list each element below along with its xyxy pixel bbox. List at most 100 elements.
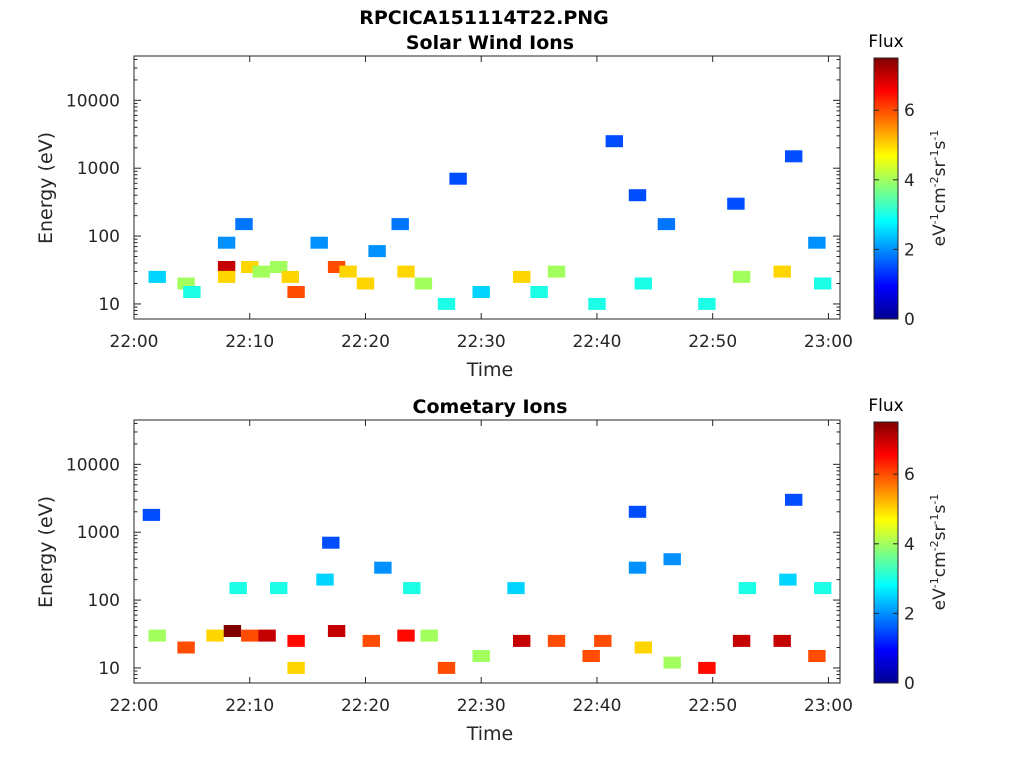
panel-cometary: Cometary Ions 22:00 22:10 22:20 22:30 22:40 2…: [35, 396, 950, 745]
figure-main-title: RPCICA151114T22.PNG: [359, 7, 609, 29]
spectrogram-cell: [414, 277, 433, 290]
spectrogram-cell: [316, 573, 334, 586]
spectrogram-cell: [148, 270, 166, 283]
spectrogram-cell: [281, 270, 299, 283]
y-tick-label: 100: [88, 591, 120, 611]
spectrogram-cell: [252, 265, 270, 278]
spectrogram-cell: [663, 553, 681, 566]
colorbar-tick-label: 0: [904, 310, 915, 330]
spectrogram-cell: [397, 629, 415, 642]
spectrogram-cell: [206, 629, 224, 642]
spectrogram-cell: [391, 218, 409, 231]
panel-solar-wind: Solar Wind Ions 22:00 22:10 22:20 22:30 22:4…: [35, 32, 950, 381]
spectrogram-cell: [437, 661, 456, 674]
spectrogram-cell: [177, 641, 195, 654]
colorbar-ticks: 0 2 4 6: [874, 465, 915, 694]
spectrogram-cell: [339, 265, 357, 278]
spectrogram-cell: [258, 629, 276, 642]
spectrogram-cell: [582, 650, 600, 662]
x-tick-label: 22:40: [572, 332, 621, 352]
panel-title: Solar Wind Ions: [406, 32, 574, 54]
spectrogram-cell: [732, 270, 751, 283]
spectrogram-cell: [594, 634, 612, 647]
colorbar-gradient: [873, 421, 899, 684]
spectrogram-cell: [229, 582, 247, 595]
x-tick-label: 23:00: [804, 696, 853, 716]
spectrogram-cell: [773, 265, 791, 278]
spectrogram-cell: [472, 286, 490, 298]
spectrogram-cell: [287, 634, 305, 647]
spectrogram-cell: [322, 536, 340, 549]
spectrogram-cell: [270, 582, 288, 595]
y-tick-label: 10000: [66, 455, 120, 475]
spectrogram-cell: [235, 218, 253, 231]
y-axis-label: Energy (eV): [35, 496, 57, 608]
colorbar-unit-label: eV-1cm-2sr-1s-1: [928, 494, 950, 611]
spectrogram-cells: [142, 493, 832, 674]
x-tick-label: 22:00: [110, 696, 159, 716]
spectrogram-cell: [472, 650, 490, 662]
spectrogram-cell: [588, 297, 606, 310]
spectrogram-cell: [327, 625, 346, 637]
spectrogram-cell: [507, 582, 525, 595]
spectrogram-cell: [698, 661, 716, 674]
colorbar-tick-label: 4: [904, 171, 915, 191]
spectrogram-cell: [785, 493, 803, 506]
spectrogram-cell: [547, 265, 566, 278]
spectrogram-cell: [449, 172, 467, 185]
spectrogram-cell: [727, 197, 745, 210]
spectrogram-cell: [513, 634, 531, 647]
spectrogram-cell: [779, 573, 797, 586]
colorbar-tick-label: 2: [904, 604, 915, 624]
x-axis-label: Time: [466, 723, 514, 745]
spectrogram-cell: [217, 261, 236, 273]
spectrogram-cell: [634, 641, 652, 654]
y-axis: 10 100 1000 10000: [66, 58, 840, 320]
spectrogram-cell: [437, 297, 456, 310]
colorbar-title: Flux: [868, 32, 903, 52]
x-tick-label: 22:00: [110, 332, 159, 352]
colorbar-tick-label: 4: [904, 535, 915, 555]
x-axis-label: Time: [466, 359, 514, 381]
spectrogram-cell: [773, 634, 791, 647]
spectrogram-cell: [628, 505, 647, 518]
colorbar-ticks: 0 2 4 6: [874, 101, 915, 330]
x-tick-label: 22:40: [572, 696, 621, 716]
y-tick-label: 10: [98, 295, 120, 315]
x-tick-label: 22:10: [225, 332, 274, 352]
y-axis: 10 100 1000 10000: [66, 422, 840, 684]
spectrogram-cell: [241, 629, 259, 642]
spectrogram-cell: [368, 245, 386, 258]
colorbar-unit-label: eV-1cm-2sr-1s-1: [928, 130, 950, 247]
spectrogram-cell: [814, 277, 832, 290]
spectrogram-cell: [513, 270, 531, 283]
spectrogram-cell: [628, 561, 647, 574]
spectrogram-cell: [814, 582, 832, 595]
plot-frame: [133, 419, 841, 684]
x-tick-label: 22:30: [457, 332, 506, 352]
plot-frame: [133, 55, 841, 320]
x-tick-label: 22:20: [341, 696, 390, 716]
colorbar-tick-label: 2: [904, 240, 915, 260]
y-tick-label: 10000: [66, 91, 120, 111]
spectrogram-cell: [785, 150, 803, 163]
x-tick-label: 22:50: [688, 696, 737, 716]
colorbar-tick-label: 6: [904, 101, 915, 121]
x-tick-label: 22:10: [225, 696, 274, 716]
spectrogram-cell: [270, 261, 288, 273]
y-tick-label: 1000: [77, 159, 120, 179]
spectrogram-cell: [634, 277, 652, 290]
x-tick-label: 23:00: [804, 332, 853, 352]
spectrogram-cell: [808, 650, 826, 662]
spectrogram-cell: [362, 634, 380, 647]
x-axis: 22:00 22:10 22:20 22:30 22:40 22:50 23:00: [110, 420, 853, 716]
spectrogram-cell: [287, 661, 305, 674]
colorbar: Flux 0 2 4 6 eV-1cm-2sr-1s-1: [868, 396, 950, 694]
y-tick-label: 100: [88, 227, 120, 247]
x-tick-label: 22:20: [341, 332, 390, 352]
spectrogram-cell: [732, 634, 751, 647]
spectrogram-cell: [148, 629, 166, 642]
x-tick-label: 22:30: [457, 696, 506, 716]
spectrogram-cell: [223, 625, 242, 637]
spectrogram-cell: [403, 582, 421, 595]
